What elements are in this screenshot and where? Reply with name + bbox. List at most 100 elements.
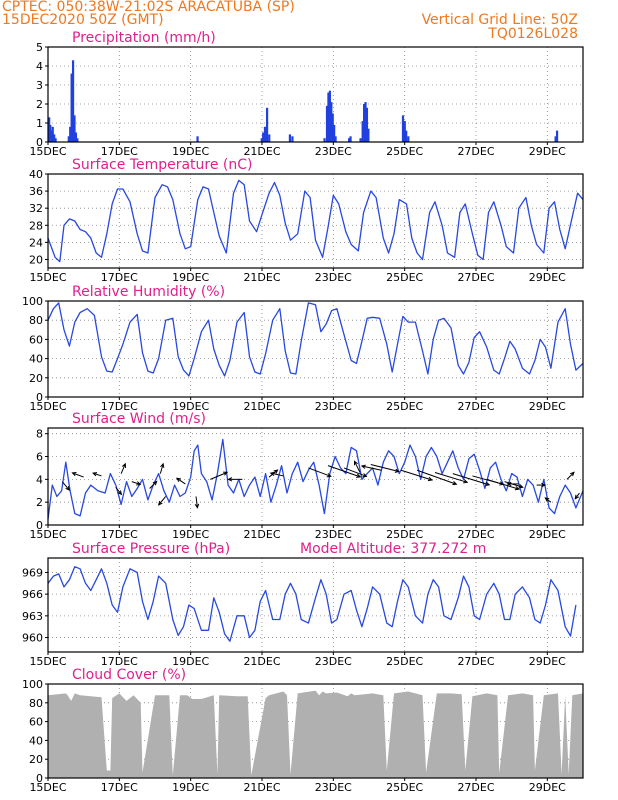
x-tick-label: 15DEC bbox=[29, 528, 66, 541]
wind-vector-head bbox=[360, 464, 366, 469]
y-tick-label: 966 bbox=[22, 588, 43, 601]
wind-vector-head bbox=[273, 469, 279, 474]
wind-vector-shaft bbox=[361, 465, 382, 471]
wind-vector-head bbox=[362, 473, 368, 478]
precip-bar bbox=[359, 138, 362, 142]
wind-vector bbox=[452, 473, 491, 486]
wind-vector-head bbox=[541, 482, 547, 488]
wind-vector-shaft bbox=[574, 492, 580, 499]
y-tick-label: 28 bbox=[29, 219, 43, 232]
x-tick-label: 21DEC bbox=[243, 271, 280, 284]
wind-series-line bbox=[47, 438, 584, 520]
wind-vector-shaft bbox=[176, 477, 186, 485]
wind-vector bbox=[308, 467, 332, 478]
wind-vector-head bbox=[227, 477, 233, 482]
precip-bar bbox=[403, 121, 406, 142]
station-header: CPTEC: 050:38W-21:02S ARACATUBA (SP) bbox=[2, 0, 295, 15]
x-tick-label: 29DEC bbox=[529, 145, 566, 158]
wind-vector-head bbox=[223, 471, 229, 476]
wind-vector-shaft bbox=[131, 481, 141, 485]
y-tick-label: 80 bbox=[29, 314, 43, 327]
precip-bar bbox=[51, 126, 54, 142]
cloud-frame bbox=[47, 683, 584, 779]
precip-bar bbox=[69, 126, 72, 142]
x-tick-label: 25DEC bbox=[386, 528, 423, 541]
wind-vector bbox=[400, 469, 433, 482]
wind-vector bbox=[159, 462, 165, 474]
x-tick-label: 29DEC bbox=[529, 400, 566, 413]
wind-vector bbox=[115, 487, 123, 496]
wind-vector-shaft bbox=[92, 472, 102, 477]
wind-vector-head bbox=[463, 479, 469, 484]
precip-bar bbox=[328, 90, 331, 142]
temp-panel: 20 24 28 32 36 40 15DEC 17DEC 19DEC 21DEC 23DEC 25D… bbox=[29, 157, 584, 284]
precip-bar bbox=[262, 132, 265, 142]
precip-frame bbox=[47, 46, 584, 143]
x-tick-label: 29DEC bbox=[529, 655, 566, 668]
temp-title: Surface Temperature (nC) bbox=[72, 157, 253, 173]
precip-bar bbox=[401, 115, 405, 142]
y-tick-label: 4 bbox=[36, 60, 43, 73]
wind-vector bbox=[61, 481, 71, 491]
precip-bar bbox=[53, 134, 56, 142]
x-tick-label: 21DEC bbox=[243, 781, 280, 794]
cloud-cover-area bbox=[48, 690, 583, 778]
wind-vector-head bbox=[175, 477, 181, 483]
precip-bar bbox=[364, 102, 367, 142]
y-tick-label: 4 bbox=[36, 473, 43, 486]
wind-vector-head bbox=[353, 460, 358, 466]
wind-vector bbox=[544, 497, 552, 503]
wind-vector bbox=[416, 469, 458, 486]
temp-series-line bbox=[47, 179, 584, 263]
x-tick-label: 23DEC bbox=[315, 781, 352, 794]
wind-vector-shaft bbox=[544, 497, 552, 503]
x-tick-label: 23DEC bbox=[315, 655, 352, 668]
x-tick-label: 17DEC bbox=[101, 655, 138, 668]
y-tick-label: 0 bbox=[36, 136, 43, 149]
precip-bar bbox=[325, 105, 329, 142]
x-tick-label: 19DEC bbox=[172, 145, 209, 158]
y-tick-label: 3 bbox=[36, 79, 43, 92]
wind-vector-head bbox=[121, 462, 126, 468]
rh-series-line bbox=[47, 302, 584, 377]
wind-vector-shaft bbox=[308, 467, 331, 477]
wind-vector-head bbox=[194, 503, 200, 509]
wind-vector-shaft bbox=[159, 463, 164, 474]
y-tick-label: 2 bbox=[36, 496, 43, 509]
model-altitude-note: Model Altitude: 377.272 m bbox=[300, 541, 486, 557]
precip-bar bbox=[67, 136, 70, 142]
y-tick-label: 20 bbox=[29, 253, 43, 266]
x-tick-label: 15DEC bbox=[29, 400, 66, 413]
x-tick-label: 15DEC bbox=[29, 145, 66, 158]
x-tick-label: 27DEC bbox=[457, 655, 494, 668]
wind-vector-head bbox=[514, 486, 520, 491]
wind-vector-shaft bbox=[400, 469, 433, 481]
wind-vector bbox=[434, 472, 469, 484]
x-tick-label: 25DEC bbox=[386, 781, 423, 794]
wind-vector bbox=[506, 481, 519, 487]
precip-bar bbox=[76, 138, 79, 142]
wind-vector-shaft bbox=[72, 472, 84, 478]
x-tick-label: 27DEC bbox=[457, 781, 494, 794]
precip-bar bbox=[50, 130, 53, 142]
pressure-title: Surface Pressure (hPa) bbox=[72, 541, 230, 557]
wind-vector-head bbox=[136, 481, 142, 486]
wind-vector bbox=[504, 481, 524, 489]
precip-bar bbox=[291, 136, 294, 142]
wind-vector-shaft bbox=[452, 473, 490, 486]
x-tick-label: 27DEC bbox=[457, 145, 494, 158]
precip-bar bbox=[327, 92, 330, 142]
rh-frame bbox=[47, 300, 584, 398]
x-tick-label: 17DEC bbox=[101, 271, 138, 284]
precip-bar bbox=[361, 121, 364, 142]
wind-vector-head bbox=[92, 472, 98, 477]
temp-frame bbox=[47, 173, 584, 269]
x-tick-label: 17DEC bbox=[101, 781, 138, 794]
precip-bar bbox=[367, 128, 370, 142]
wind-vector bbox=[269, 471, 284, 477]
wind-vector-head bbox=[65, 486, 71, 491]
precip-bar bbox=[265, 107, 269, 142]
wind-vector-shaft bbox=[434, 472, 468, 483]
wind-vector bbox=[227, 477, 243, 482]
wind-vector bbox=[370, 464, 400, 473]
